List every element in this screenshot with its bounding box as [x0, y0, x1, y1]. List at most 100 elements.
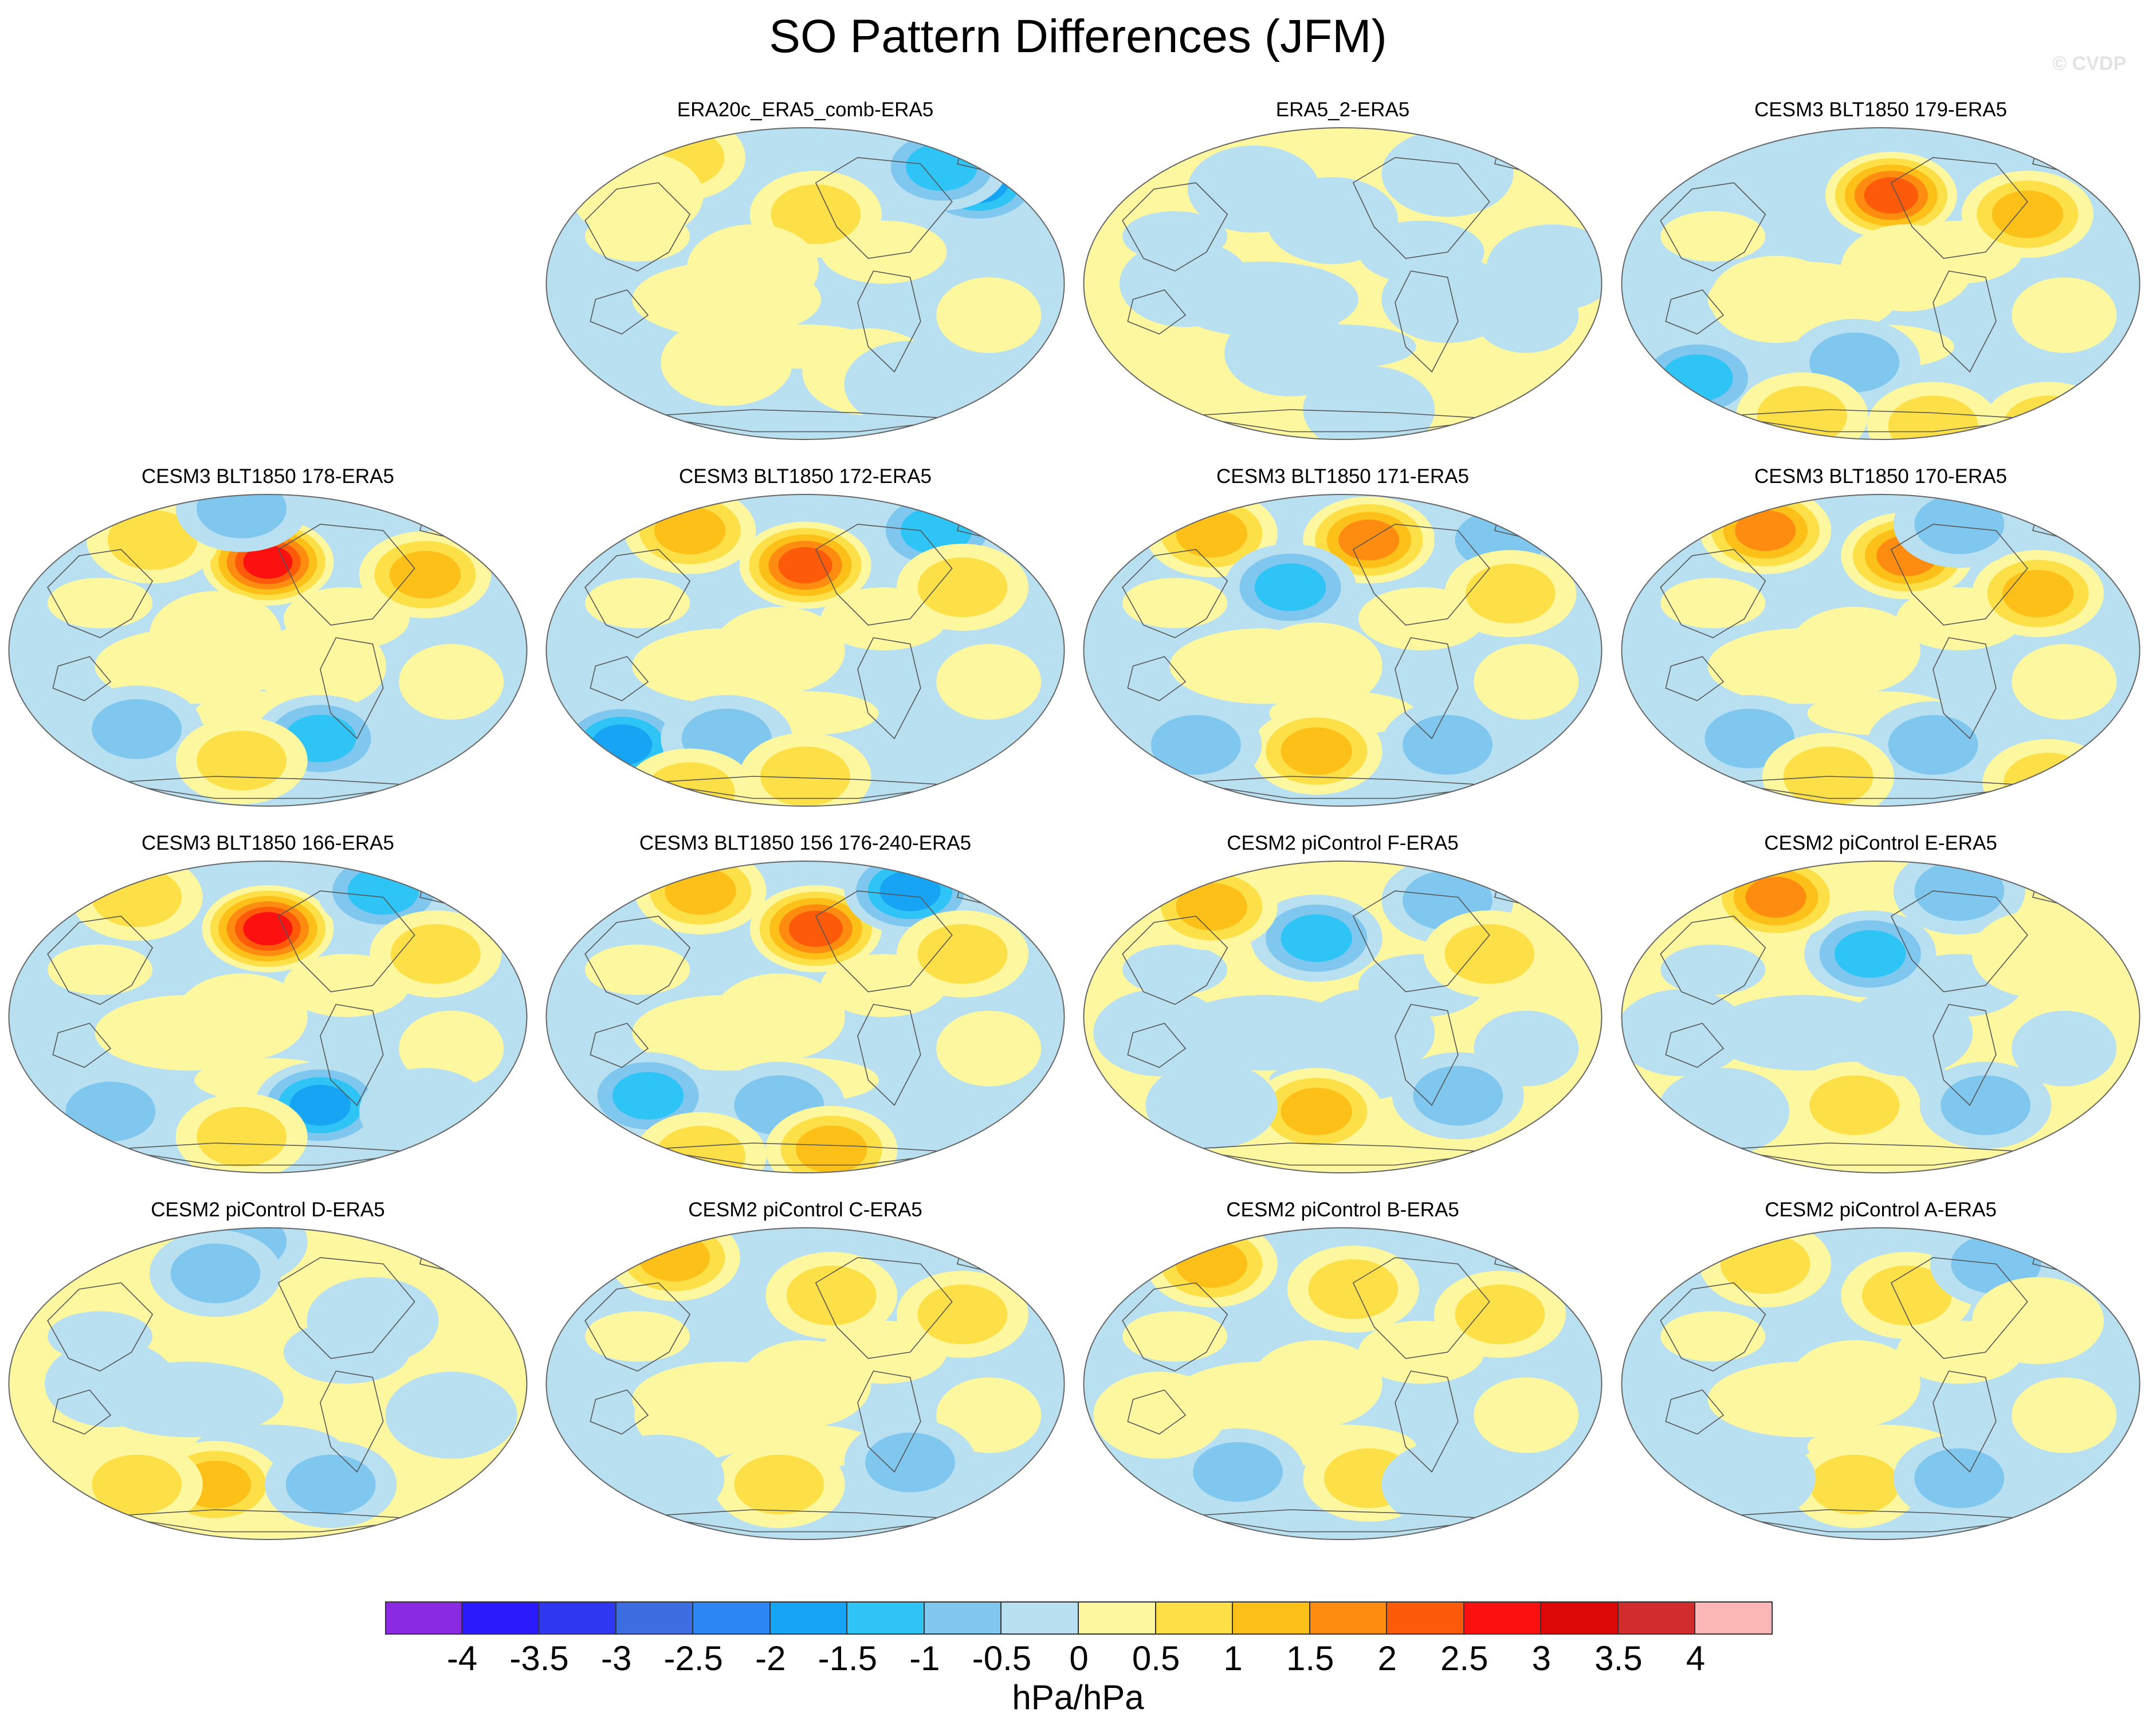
coastline [52, 656, 112, 701]
anomaly-contour [917, 1284, 1008, 1345]
anomaly-contour [1621, 989, 1747, 1077]
field-patch [585, 578, 690, 629]
field-patch [2012, 1377, 2117, 1453]
coastline [1933, 1004, 1997, 1106]
anomaly-contour [1224, 309, 1356, 396]
map-border [8, 1227, 528, 1540]
global-map [1083, 127, 1603, 440]
field-patch [1474, 644, 1579, 720]
anomaly-contour [906, 143, 977, 191]
colorbar-tick-label: 2.5 [1440, 1639, 1489, 1678]
anomaly-contour [1303, 989, 1435, 1077]
anomaly-contour [1914, 861, 2005, 921]
colorbar-box [770, 1601, 848, 1635]
panel-title: CESM2 piControl B-ERA5 [1226, 1199, 1459, 1221]
coastline [857, 1004, 921, 1106]
map-border [545, 494, 1065, 807]
colorbar-tick-label: 3 [1531, 1639, 1552, 1678]
anomaly-contour [778, 547, 832, 584]
global-map [1621, 861, 2141, 1173]
coastline [1395, 270, 1459, 373]
map-panel: CESM3 BLT1850 170-ERA5 [1619, 464, 2143, 808]
coastline [320, 637, 384, 740]
map-panel: CESM3 BLT1850 179-ERA5 [1619, 97, 2143, 441]
global-map [545, 1227, 1065, 1540]
map-border [1621, 127, 2141, 440]
anomaly-contour [1145, 1062, 1278, 1149]
colorbar-box [1310, 1601, 1388, 1635]
global-map [1621, 127, 2141, 440]
coastline [277, 890, 415, 992]
anomaly-contour [175, 973, 308, 1061]
anomaly-contour [1176, 1240, 1247, 1288]
panel-title: CESM3 BLT1850 172-ERA5 [679, 465, 932, 488]
anomaly-contour [359, 1068, 491, 1155]
anomaly-contour [107, 510, 198, 570]
anomaly-contour [1120, 240, 1251, 327]
anomaly-contour [1381, 129, 1514, 217]
coastline [47, 916, 154, 1005]
anomaly-contour [1250, 622, 1383, 710]
anomaly-contour [1254, 563, 1326, 611]
coastline [1352, 524, 1490, 626]
anomaly-contour [1281, 1087, 1352, 1136]
coastline [1933, 1370, 1997, 1473]
anomaly-contour [1465, 563, 1556, 624]
anomaly-contour [385, 1372, 517, 1459]
global-map [1621, 1227, 2141, 1540]
anomaly-contour [150, 591, 281, 678]
map-panel: CESM2 piControl A-ERA5 [1619, 1197, 2143, 1541]
coastline [52, 1023, 112, 1068]
anomaly-contour [347, 867, 419, 915]
coastline [1352, 1257, 1490, 1359]
anomaly-contour [1281, 914, 1352, 963]
anomaly-contour [1809, 1454, 1900, 1515]
colorbar-tick-label: 0 [1069, 1639, 1089, 1678]
anomaly-contour [1888, 395, 1978, 439]
anomaly-contour [1788, 607, 1921, 694]
coastline [1122, 182, 1228, 272]
anomaly-contour [654, 506, 726, 555]
panel-title: CESM3 BLT1850 170-ERA5 [1754, 465, 2007, 488]
colorbar-box [1002, 1601, 1079, 1635]
map-border [1083, 127, 1603, 440]
coastline [590, 1389, 649, 1435]
anomaly-contour [612, 1071, 684, 1120]
coastline [1665, 1389, 1725, 1435]
coastline [1660, 916, 1766, 1005]
field-patch [585, 944, 690, 995]
colorbar-box [1618, 1601, 1696, 1635]
coastline [1122, 916, 1228, 1005]
anomaly-contour [865, 1432, 955, 1493]
colorbar-box [616, 1601, 694, 1635]
anomaly-contour [1187, 146, 1319, 233]
coastline [815, 524, 953, 626]
map-panel: CESM3 BLT1850 156 176-240-ERA5 [543, 831, 1067, 1175]
anomaly-contour [713, 607, 845, 694]
colorbar-box [1464, 1601, 1542, 1635]
colorbar-tick-label: -3 [600, 1639, 632, 1678]
colorbar-tick-label: 1 [1223, 1639, 1243, 1678]
colorbar-box [1541, 1601, 1619, 1635]
anomaly-contour [687, 224, 819, 312]
colorbar-box [1233, 1601, 1310, 1635]
colorbar-box [1156, 1601, 1234, 1635]
colorbar-tick-label: 0.5 [1132, 1639, 1180, 1678]
anomaly-contour [1972, 1277, 2104, 1364]
coastline [590, 1023, 649, 1068]
anomaly-contour [1710, 256, 1842, 343]
panel-title: CESM2 piControl C-ERA5 [688, 1199, 922, 1221]
map-border [8, 861, 528, 1173]
field-patch [2012, 277, 2117, 353]
anomaly-contour [1745, 877, 1807, 918]
field-patch [48, 944, 153, 995]
anomaly-contour [1150, 714, 1241, 775]
anomaly-contour [592, 1435, 725, 1522]
colorbar-tick-label: 3.5 [1595, 1639, 1643, 1678]
field-patch [936, 1011, 1042, 1086]
colorbar-box [462, 1601, 540, 1635]
coastline [47, 1282, 154, 1372]
anomaly-contour [1403, 714, 1493, 775]
anomaly-contour [786, 1265, 877, 1326]
colorbar-tick-label: 4 [1686, 1639, 1706, 1678]
